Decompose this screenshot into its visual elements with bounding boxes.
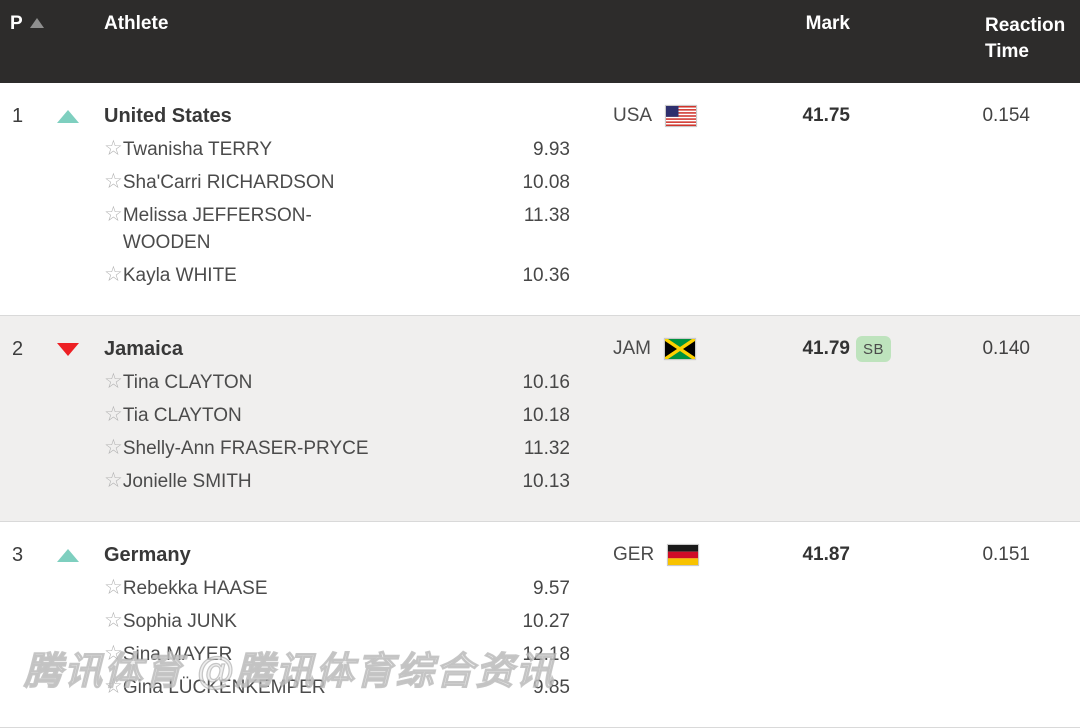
reaction-time-value: 0.154 — [982, 105, 1030, 126]
favorite-star-icon[interactable]: ☆ — [104, 137, 123, 160]
favorite-star-icon[interactable]: ☆ — [104, 675, 123, 698]
athlete-row: ☆ Sophia JUNK 10.27 — [104, 608, 570, 635]
country-code: GER — [613, 544, 655, 565]
team-name: Jamaica — [104, 338, 183, 360]
team-name: United States — [104, 105, 232, 127]
athlete-name: Melissa JEFFERSON-WOODEN — [122, 205, 312, 253]
favorite-star-icon[interactable]: ☆ — [104, 436, 123, 459]
athlete-name: Twanisha TERRY — [122, 139, 273, 160]
country-code: USA — [613, 105, 653, 126]
trend-up-icon — [57, 110, 79, 123]
trend-up-icon — [57, 549, 79, 562]
athlete-row: ☆ Sha'Carri RICHARDSON 10.08 — [104, 169, 570, 196]
mark-value: 41.79 — [802, 338, 850, 359]
athlete-name: Tina CLAYTON — [122, 372, 253, 393]
season-best-badge: SB — [856, 336, 892, 362]
favorite-star-icon[interactable]: ☆ — [104, 609, 123, 632]
athlete-row: ☆ Tia CLAYTON 10.18 — [104, 402, 570, 429]
athlete-name: Kayla WHITE — [122, 265, 237, 286]
athlete-split: 10.18 — [522, 405, 570, 426]
germany-flag-icon — [667, 544, 700, 566]
athlete-split: 10.27 — [522, 611, 570, 632]
favorite-star-icon[interactable]: ☆ — [104, 370, 123, 393]
reaction-time-header-label: Reaction Time — [985, 15, 1066, 62]
athlete-name: Rebekka HAASE — [122, 578, 268, 599]
position-number: 1 — [12, 105, 24, 127]
jamaica-flag-icon — [664, 338, 696, 360]
favorite-star-icon[interactable]: ☆ — [104, 203, 123, 226]
athlete-name: Gina LÜCKENKEMPER — [122, 677, 326, 698]
reaction-time-value: 0.140 — [982, 338, 1030, 359]
athlete-row: ☆ Jonielle SMITH 10.13 — [104, 468, 570, 495]
athlete-split: 11.32 — [523, 438, 570, 459]
trend-down-icon — [57, 343, 79, 356]
athlete-name: Tia CLAYTON — [122, 405, 242, 426]
athlete-split: 9.57 — [533, 578, 570, 599]
mark-header-label: Mark — [805, 13, 850, 34]
athlete-split: 11.38 — [523, 205, 570, 226]
position-header-label: P — [10, 13, 23, 34]
position-number: 2 — [12, 338, 24, 360]
athlete-row: ☆ Shelly-Ann FRASER-PRYCE 11.32 — [104, 435, 570, 462]
team-name: Germany — [104, 544, 191, 566]
team-row-jamaica: 2 Jamaica ☆ Tina CLAYTON 10.16 ☆ Tia CLA… — [0, 316, 1080, 522]
team-row-germany: 3 Germany ☆ Rebekka HAASE 9.57 ☆ Sophia … — [0, 522, 1080, 728]
athlete-row: ☆ Tina CLAYTON 10.16 — [104, 369, 570, 396]
athlete-row: ☆ Melissa JEFFERSON-WOODEN 11.38 — [104, 202, 570, 256]
sort-ascending-icon — [29, 18, 44, 28]
country-code: JAM — [613, 338, 651, 359]
mark-value: 41.87 — [802, 544, 850, 565]
athlete-name: Sha'Carri RICHARDSON — [122, 172, 335, 193]
athlete-name: Sophia JUNK — [122, 611, 237, 632]
athlete-row: ☆ Kayla WHITE 10.36 — [104, 262, 570, 289]
athlete-split: 12.18 — [522, 644, 570, 665]
favorite-star-icon[interactable]: ☆ — [104, 263, 123, 286]
position-sort-header[interactable]: P — [0, 13, 46, 35]
favorite-star-icon[interactable]: ☆ — [104, 403, 123, 426]
athlete-name: Jonielle SMITH — [122, 471, 252, 492]
favorite-star-icon[interactable]: ☆ — [104, 576, 123, 599]
athlete-split: 9.93 — [533, 139, 570, 160]
table-header: P Athlete Mark Reaction Time — [0, 0, 1080, 83]
athlete-row: ☆ Sina MAYER 12.18 — [104, 641, 570, 668]
athlete-name: Sina MAYER — [122, 644, 233, 665]
athlete-name: Shelly-Ann FRASER-PRYCE — [122, 438, 369, 459]
team-row-united-states: 1 United States ☆ Twanisha TERRY 9.93 ☆ … — [0, 83, 1080, 316]
favorite-star-icon[interactable]: ☆ — [104, 469, 123, 492]
athlete-split: 9.85 — [533, 677, 570, 698]
position-number: 3 — [12, 544, 24, 566]
athlete-row: ☆ Twanisha TERRY 9.93 — [104, 136, 570, 163]
athlete-split: 10.13 — [522, 471, 570, 492]
athlete-split: 10.36 — [522, 265, 570, 286]
usa-flag-icon — [665, 105, 698, 127]
reaction-time-value: 0.151 — [982, 544, 1030, 565]
athlete-split: 10.08 — [522, 172, 570, 193]
athlete-row: ☆ Rebekka HAASE 9.57 — [104, 575, 570, 602]
athlete-header-label: Athlete — [104, 13, 169, 34]
athlete-row: ☆ Gina LÜCKENKEMPER 9.85 — [104, 674, 570, 701]
favorite-star-icon[interactable]: ☆ — [104, 170, 123, 193]
athlete-split: 10.16 — [522, 372, 570, 393]
mark-value: 41.75 — [802, 105, 850, 126]
favorite-star-icon[interactable]: ☆ — [104, 642, 123, 665]
